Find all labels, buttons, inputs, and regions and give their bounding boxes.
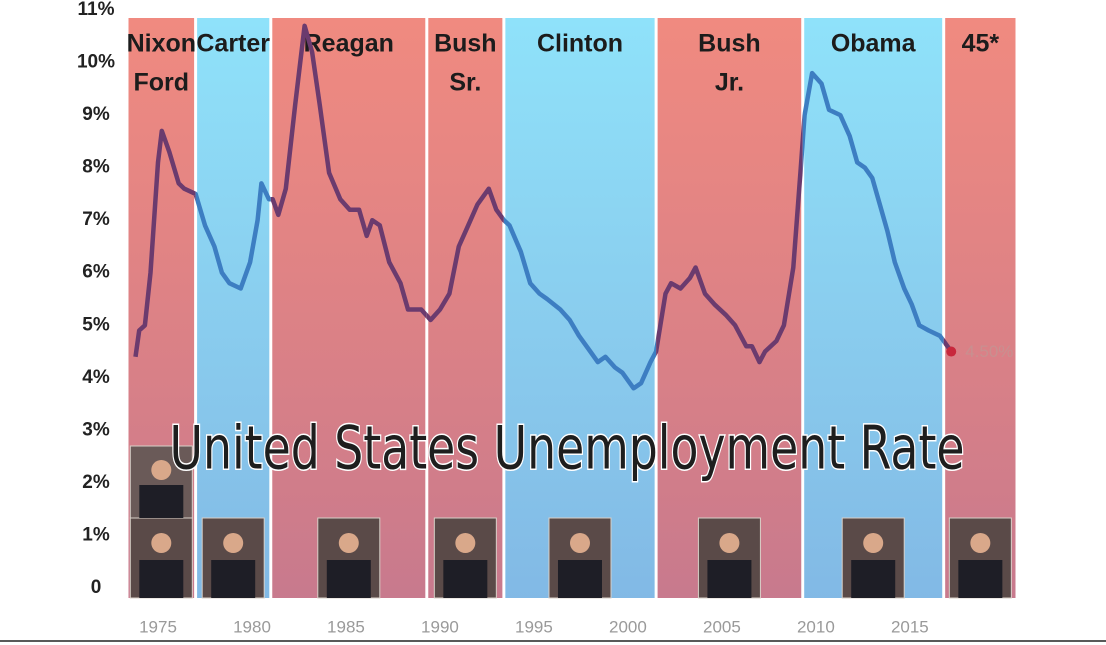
portrait-suit xyxy=(211,560,256,598)
band-shade xyxy=(657,18,802,598)
portrait-face xyxy=(970,533,991,553)
portrait-suit xyxy=(557,560,602,598)
band-shade xyxy=(272,18,426,598)
band-shade xyxy=(945,18,1016,598)
portrait-suit xyxy=(139,560,184,598)
y-tick-label: 5% xyxy=(82,314,110,335)
portrait-suit xyxy=(139,485,184,518)
y-tick-label: 2% xyxy=(82,472,110,493)
y-tick-label: 7% xyxy=(82,209,110,230)
x-tick-label: 2010 xyxy=(797,617,835,636)
portrait-face xyxy=(719,533,740,553)
portrait-face xyxy=(455,533,476,553)
band-label: Sr. xyxy=(449,69,481,97)
portrait-suit xyxy=(958,560,1003,598)
y-tick-label: 8% xyxy=(82,157,110,178)
band-label: Ford xyxy=(134,69,190,97)
lines: 4.50% xyxy=(133,23,1013,391)
end-point-label: 4.50% xyxy=(965,342,1013,361)
axes: 0 1% 2% 3% 4% 5% 6% 7% 8% 9% 10% 11% 1975 1980 1985 199… xyxy=(77,0,929,636)
band-label: Clinton xyxy=(537,30,623,58)
portrait-face xyxy=(569,533,590,553)
line xyxy=(802,70,944,345)
band-label: Obama xyxy=(831,30,917,58)
x-tick-label: 2015 xyxy=(891,617,929,636)
portrait-face xyxy=(151,533,172,553)
y-tick-label: 0 xyxy=(91,577,102,598)
portrait-suit xyxy=(326,560,371,598)
x-tick-label: 1990 xyxy=(421,617,459,636)
band-shade xyxy=(197,18,270,598)
y-tick-label: 11% xyxy=(78,0,115,20)
y-tick-label: 4% xyxy=(82,367,110,388)
x-tick-label: 1980 xyxy=(233,617,271,636)
band-label: Reagan xyxy=(304,30,394,58)
x-tick-label: 2005 xyxy=(703,617,741,636)
chart-title: United States Unemployment Rate xyxy=(170,414,965,484)
x-tick-label: 1985 xyxy=(327,617,365,636)
x-tick-label: 1975 xyxy=(139,617,177,636)
portrait-suit xyxy=(443,560,488,598)
band-label: Bush xyxy=(434,30,497,58)
band-label: 45* xyxy=(962,30,1000,58)
band-shade xyxy=(804,18,943,598)
x-tick-label: 1995 xyxy=(515,617,553,636)
y-tick-label: 10% xyxy=(77,52,115,73)
portrait-suit xyxy=(707,560,752,598)
band-label: Carter xyxy=(196,30,270,58)
x-tick-label: 2000 xyxy=(609,617,647,636)
band-label: Jr. xyxy=(715,69,744,97)
band-label: Nixon xyxy=(127,30,196,58)
y-tick-label: 3% xyxy=(82,419,110,440)
end-point xyxy=(946,346,957,357)
band-shade xyxy=(505,18,655,598)
portrait-face xyxy=(151,460,172,480)
band-label: Bush xyxy=(698,30,761,58)
y-tick-label: 9% xyxy=(82,104,110,125)
portrait-suit xyxy=(851,560,896,598)
portrait-face xyxy=(863,533,884,553)
y-tick-label: 6% xyxy=(82,262,110,283)
portrait-face xyxy=(338,533,359,553)
line xyxy=(195,181,271,291)
y-tick-label: 1% xyxy=(82,524,110,545)
portrait-face xyxy=(223,533,244,553)
line xyxy=(503,216,657,391)
